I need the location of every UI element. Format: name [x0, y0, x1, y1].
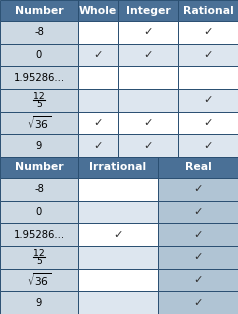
- Text: $\sqrt{36}$: $\sqrt{36}$: [27, 272, 51, 288]
- Bar: [0, 223, 78, 246]
- Text: ✓: ✓: [203, 95, 213, 105]
- Bar: [78, 223, 158, 246]
- Text: Real: Real: [185, 163, 211, 172]
- Bar: [78, 178, 158, 201]
- Bar: [0, 246, 78, 269]
- Bar: [0, 291, 78, 314]
- Bar: [78, 157, 158, 178]
- Bar: [118, 44, 178, 66]
- Text: ✓: ✓: [203, 27, 213, 37]
- Bar: [78, 291, 158, 314]
- Bar: [158, 201, 238, 223]
- Text: Irrational: Irrational: [89, 163, 147, 172]
- Text: ✓: ✓: [193, 207, 203, 217]
- Text: ✓: ✓: [143, 27, 153, 37]
- Bar: [158, 223, 238, 246]
- Bar: [158, 291, 238, 314]
- Bar: [178, 21, 238, 44]
- Bar: [118, 112, 178, 134]
- Bar: [158, 246, 238, 269]
- Text: ✓: ✓: [193, 184, 203, 194]
- Text: ✓: ✓: [193, 230, 203, 240]
- Bar: [78, 44, 118, 66]
- Bar: [178, 66, 238, 89]
- Text: 0: 0: [36, 207, 42, 217]
- Bar: [78, 269, 158, 291]
- Bar: [78, 112, 118, 134]
- Bar: [118, 134, 178, 157]
- Bar: [0, 157, 78, 178]
- Bar: [78, 89, 118, 112]
- Text: ✓: ✓: [143, 141, 153, 151]
- Bar: [78, 66, 118, 89]
- Text: 0: 0: [36, 50, 42, 60]
- Bar: [0, 269, 78, 291]
- Text: 12: 12: [33, 92, 45, 101]
- Bar: [0, 178, 78, 201]
- Bar: [118, 21, 178, 44]
- Bar: [0, 201, 78, 223]
- Text: 9: 9: [36, 298, 42, 308]
- Text: 9: 9: [36, 141, 42, 151]
- Text: 1.95286...: 1.95286...: [13, 230, 64, 240]
- Text: ✓: ✓: [93, 141, 103, 151]
- Text: ✓: ✓: [113, 230, 123, 240]
- Text: -8: -8: [34, 27, 44, 37]
- Bar: [178, 44, 238, 66]
- Bar: [78, 246, 158, 269]
- Bar: [118, 66, 178, 89]
- Text: Rational: Rational: [183, 6, 233, 15]
- Text: ✓: ✓: [203, 50, 213, 60]
- Text: $\sqrt{36}$: $\sqrt{36}$: [27, 115, 51, 131]
- Bar: [0, 44, 78, 66]
- Bar: [158, 178, 238, 201]
- Text: Integer: Integer: [126, 6, 170, 15]
- Bar: [0, 21, 78, 44]
- Bar: [118, 0, 178, 21]
- Text: Whole: Whole: [79, 6, 117, 15]
- Bar: [0, 112, 78, 134]
- Bar: [78, 21, 118, 44]
- Bar: [178, 112, 238, 134]
- Text: 12: 12: [33, 249, 45, 258]
- Text: ✓: ✓: [93, 118, 103, 128]
- Bar: [78, 0, 118, 21]
- Bar: [0, 89, 78, 112]
- Bar: [118, 89, 178, 112]
- Bar: [0, 66, 78, 89]
- Text: Number: Number: [15, 163, 63, 172]
- Bar: [0, 134, 78, 157]
- Text: ✓: ✓: [203, 118, 213, 128]
- Text: Number: Number: [15, 6, 63, 15]
- Text: ✓: ✓: [93, 50, 103, 60]
- Bar: [0, 0, 78, 21]
- Text: ✓: ✓: [143, 118, 153, 128]
- Bar: [158, 157, 238, 178]
- Text: ✓: ✓: [203, 141, 213, 151]
- Text: 5: 5: [36, 100, 42, 109]
- Text: ✓: ✓: [193, 275, 203, 285]
- Text: -8: -8: [34, 184, 44, 194]
- Text: 5: 5: [36, 257, 42, 266]
- Bar: [158, 269, 238, 291]
- Text: ✓: ✓: [193, 252, 203, 262]
- Bar: [78, 134, 118, 157]
- Text: ✓: ✓: [193, 298, 203, 308]
- Text: 1.95286...: 1.95286...: [13, 73, 64, 83]
- Bar: [178, 89, 238, 112]
- Bar: [178, 134, 238, 157]
- Bar: [178, 0, 238, 21]
- Bar: [78, 201, 158, 223]
- Text: ✓: ✓: [143, 50, 153, 60]
